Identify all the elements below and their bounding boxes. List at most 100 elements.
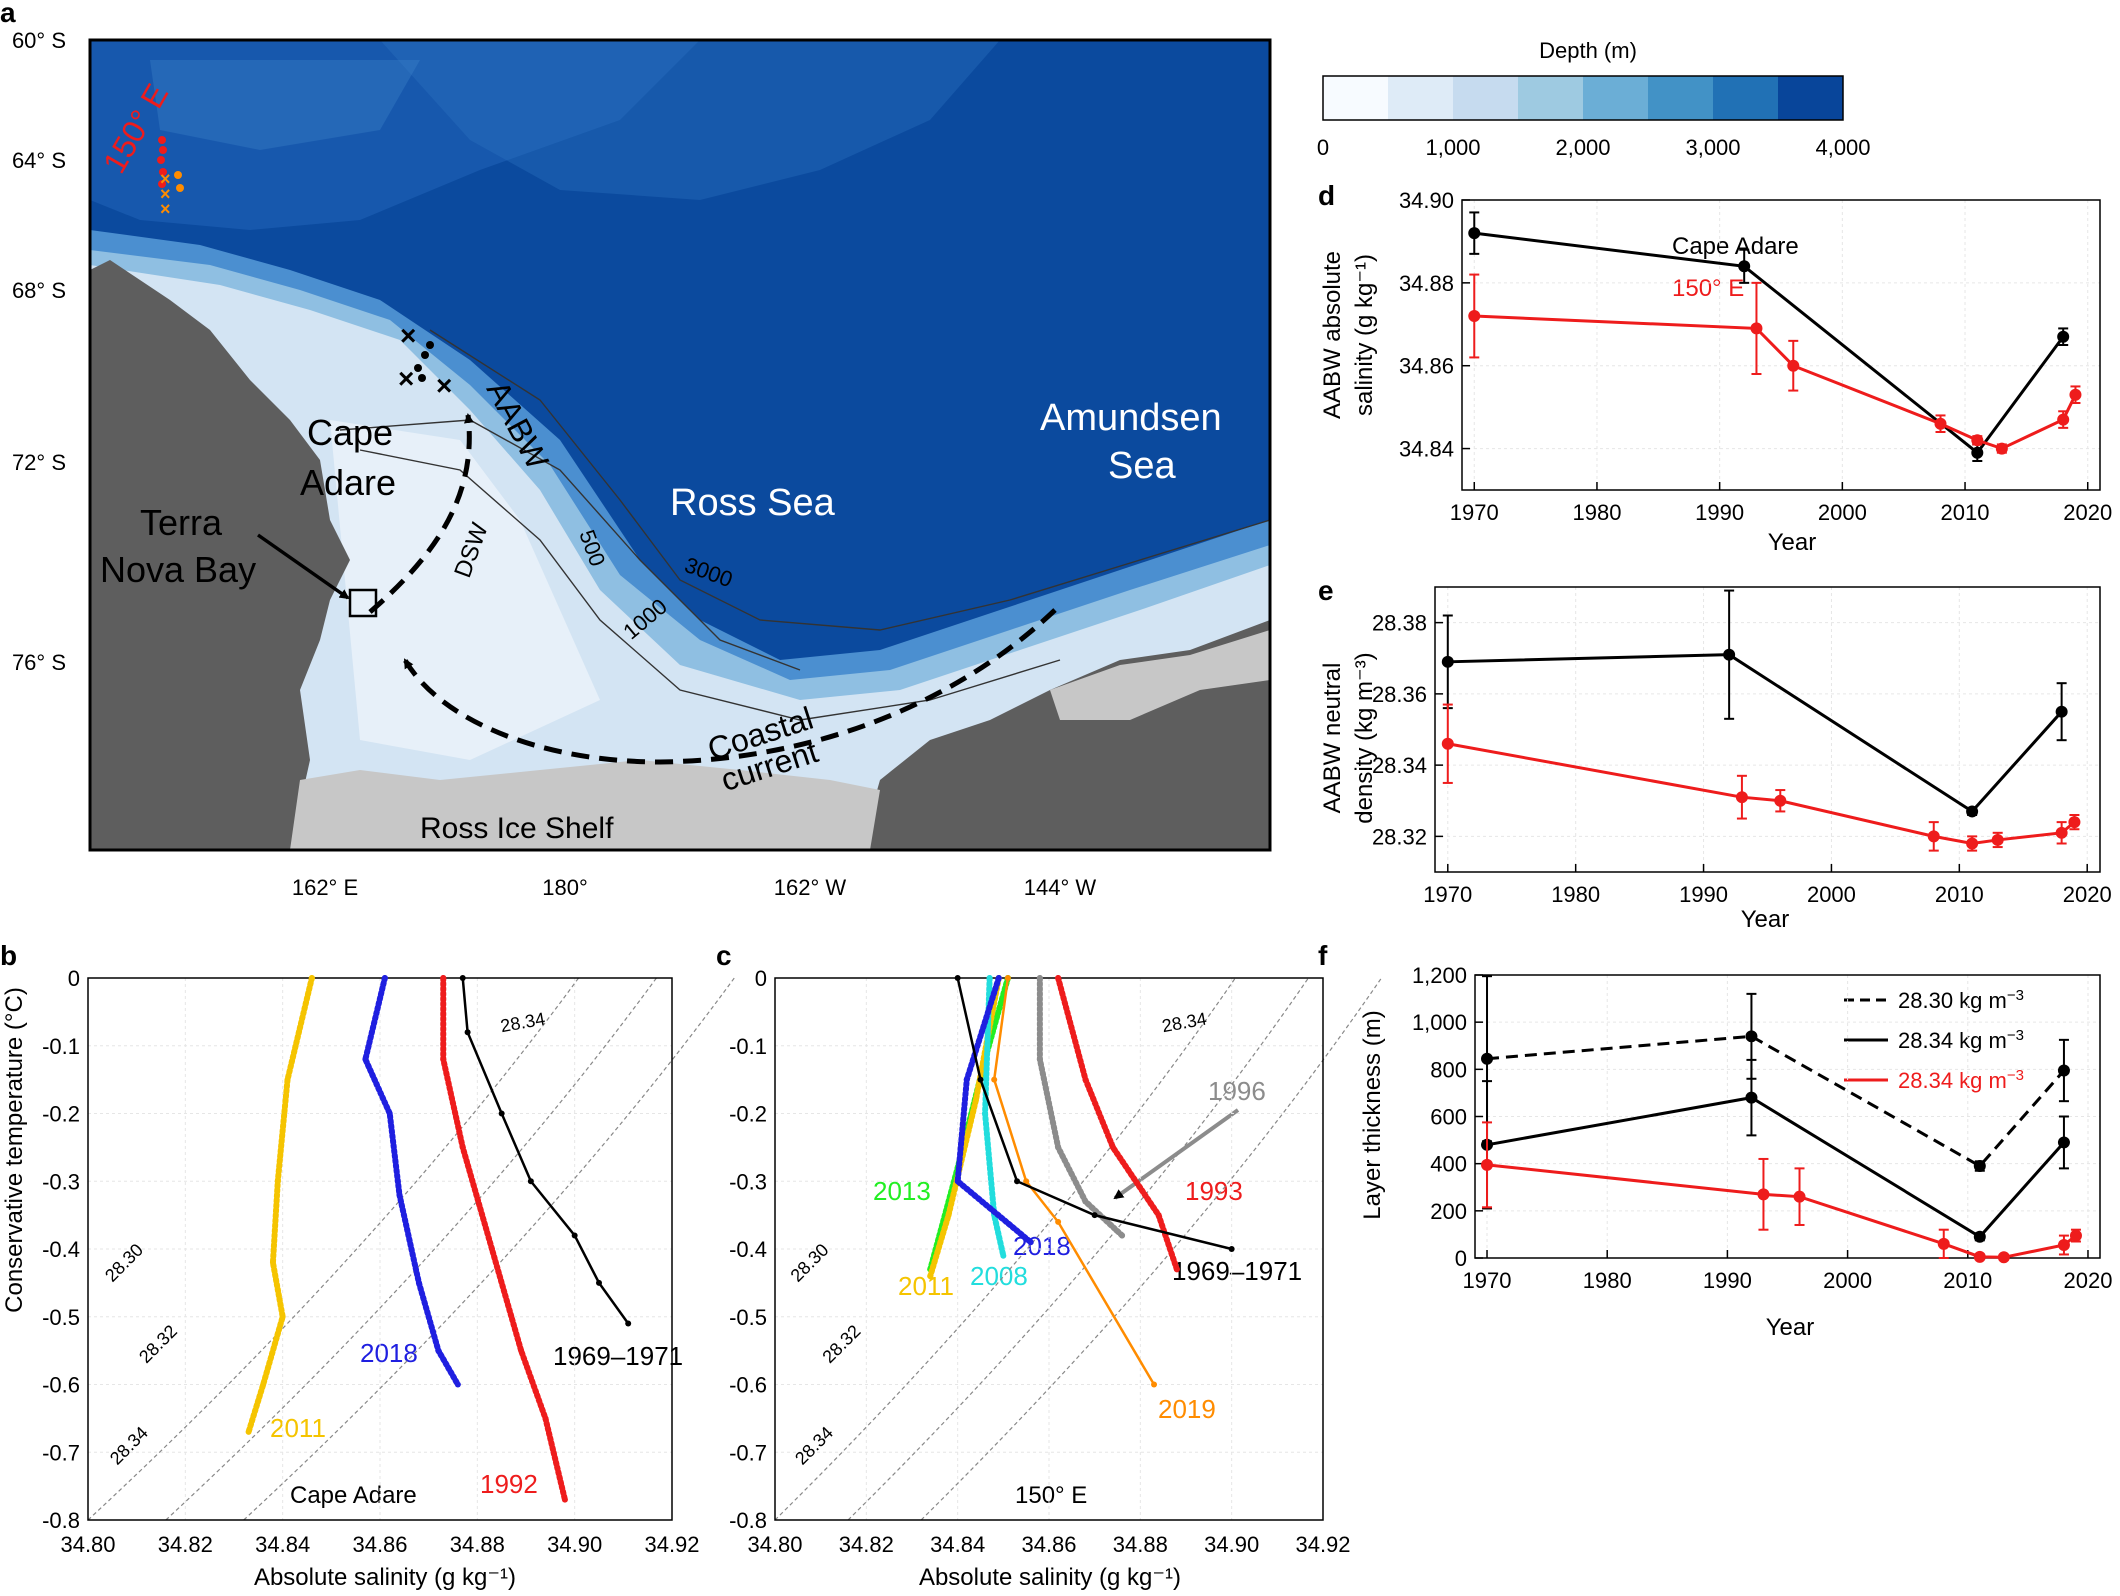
y-tick-label: -0.6 xyxy=(729,1373,767,1398)
profile-point xyxy=(386,1110,393,1117)
x-tick-label: 34.82 xyxy=(839,1532,894,1557)
profile-point xyxy=(1014,1178,1021,1185)
y-tick-label: -0.3 xyxy=(729,1169,767,1194)
profile-point xyxy=(596,1279,602,1286)
map-frame xyxy=(88,38,1272,852)
profile-point xyxy=(991,1076,998,1083)
y-tick-label: 28.38 xyxy=(1372,611,1427,636)
label-ross-ice-shelf: Ross Ice Shelf xyxy=(420,812,614,845)
profile-line xyxy=(461,977,630,1325)
data-point xyxy=(2057,1064,2070,1077)
lon-labels: 162° E 180° 162° W 144° W xyxy=(292,875,1097,900)
data-point xyxy=(1481,1158,1494,1171)
panel-letter-c: c xyxy=(716,940,732,971)
e-ylabel-1: AABW neutral xyxy=(1319,663,1346,814)
lat-labels: 60° S 64° S 68° S 72° S 76° S xyxy=(12,28,66,675)
y-tick-label: 800 xyxy=(1430,1057,1467,1082)
data-point xyxy=(1927,830,1940,843)
data-point xyxy=(1973,1230,1986,1243)
f-legend-label: 28.30 kg m xyxy=(1898,988,2007,1013)
profile-point xyxy=(518,1347,525,1354)
svg-text:×: × xyxy=(160,184,171,204)
isopycnal-label: 28.30 xyxy=(101,1240,147,1286)
x-tick-label: 2000 xyxy=(1818,500,1867,525)
y-tick-label: 0 xyxy=(1455,1246,1467,1271)
svg-text:×: × xyxy=(436,370,452,401)
lat-label: 68° S xyxy=(12,278,66,303)
y-tick-label: -0.1 xyxy=(729,1034,767,1059)
y-tick-label: -0.2 xyxy=(729,1102,767,1127)
profile-point xyxy=(1173,1266,1180,1273)
data-point xyxy=(1937,1237,1950,1250)
lat-label: 72° S xyxy=(12,450,66,475)
profile-point xyxy=(1000,1252,1007,1259)
x-tick-label: 34.92 xyxy=(1295,1532,1350,1557)
y-tick-label: 0 xyxy=(755,966,767,991)
y-tick-label: -0.7 xyxy=(729,1440,767,1465)
profile-dots xyxy=(440,975,568,1503)
e-ylabel-2: density (kg m⁻³) xyxy=(1351,652,1378,823)
terra-nova-pointer xyxy=(256,533,350,600)
label-sea: Sea xyxy=(1108,445,1176,487)
d-xlabel: Year xyxy=(1768,529,1817,556)
data-point xyxy=(1723,648,1736,661)
y-tick-label: 600 xyxy=(1430,1105,1467,1130)
colorbar-cell xyxy=(1323,76,1389,120)
colorbar-tick: 1,000 xyxy=(1425,135,1480,160)
ridge-texture xyxy=(150,60,420,150)
profile-point xyxy=(464,1029,471,1036)
y-tick-label: -0.8 xyxy=(729,1508,767,1533)
data-point xyxy=(2057,1239,2070,1252)
data-point xyxy=(1793,1190,1806,1203)
data-point xyxy=(1738,260,1751,273)
isopycnal-label: 28.30 xyxy=(787,1240,833,1286)
x-tick-label: 2000 xyxy=(1823,1268,1872,1293)
colorbar-cell xyxy=(1778,76,1844,120)
series-line xyxy=(1447,742,2076,846)
data-point xyxy=(2055,826,2068,839)
y-tick-label: -0.5 xyxy=(729,1305,767,1330)
profile-point xyxy=(954,975,961,981)
lon-label: 162° W xyxy=(774,875,847,900)
x-tick-label: 34.86 xyxy=(1021,1532,1076,1557)
y-tick-label: -0.3 xyxy=(42,1169,80,1194)
profile-point xyxy=(440,975,447,981)
y-tick-label: 28.32 xyxy=(1372,824,1427,849)
data-point xyxy=(2068,816,2081,829)
b-label-2018: 2018 xyxy=(360,1338,418,1368)
profile-point xyxy=(459,1144,466,1151)
data-point xyxy=(1468,310,1481,322)
series-line xyxy=(1486,1034,2066,1168)
c-label-1996: 1996 xyxy=(1208,1076,1266,1106)
profile-point xyxy=(1091,1212,1098,1219)
mid-depth-band xyxy=(90,40,700,230)
colorbar-cell xyxy=(1713,76,1779,120)
f-legend-label: 28.34 kg m xyxy=(1898,1028,2007,1053)
data-point xyxy=(1966,805,1979,818)
series-line xyxy=(1486,1096,2066,1239)
profile-point xyxy=(488,1246,495,1252)
profile-point xyxy=(1109,1144,1116,1151)
plot-frame xyxy=(1434,586,2101,873)
profile-point xyxy=(1055,1144,1062,1151)
profile-point xyxy=(1151,1381,1158,1388)
colorbar-title: Depth (m) xyxy=(1539,38,1637,63)
panel-letter-a: a xyxy=(0,0,16,28)
c-label-1969-1971: 1969–1971 xyxy=(1172,1256,1302,1286)
data-point xyxy=(1745,1030,1758,1043)
isopycnal-label: 28.34 xyxy=(106,1423,152,1469)
d-legend-150e: 150° E xyxy=(1672,275,1744,302)
contour-500 xyxy=(339,419,801,671)
isopycnal-label: 28.34 xyxy=(499,1009,547,1037)
panel-e-density-chart: e AABW neutral density (kg m⁻³) Year 197… xyxy=(1318,575,2112,933)
panel-b-ts-diagram: b Conservative temperature (°C) Absolute… xyxy=(0,940,735,1591)
x-tick-label: 34.90 xyxy=(1204,1532,1259,1557)
y-tick-label: -0.4 xyxy=(42,1237,80,1262)
f-legend-sup: −3 xyxy=(2007,987,2024,1004)
isopycnal-curve xyxy=(243,977,735,1521)
y-tick-label: 34.84 xyxy=(1399,437,1454,462)
stations-cape-adare: × × × xyxy=(398,320,452,401)
isopycnal-curve xyxy=(165,977,657,1521)
profile-point xyxy=(527,1178,534,1185)
profile-point xyxy=(396,1191,403,1198)
